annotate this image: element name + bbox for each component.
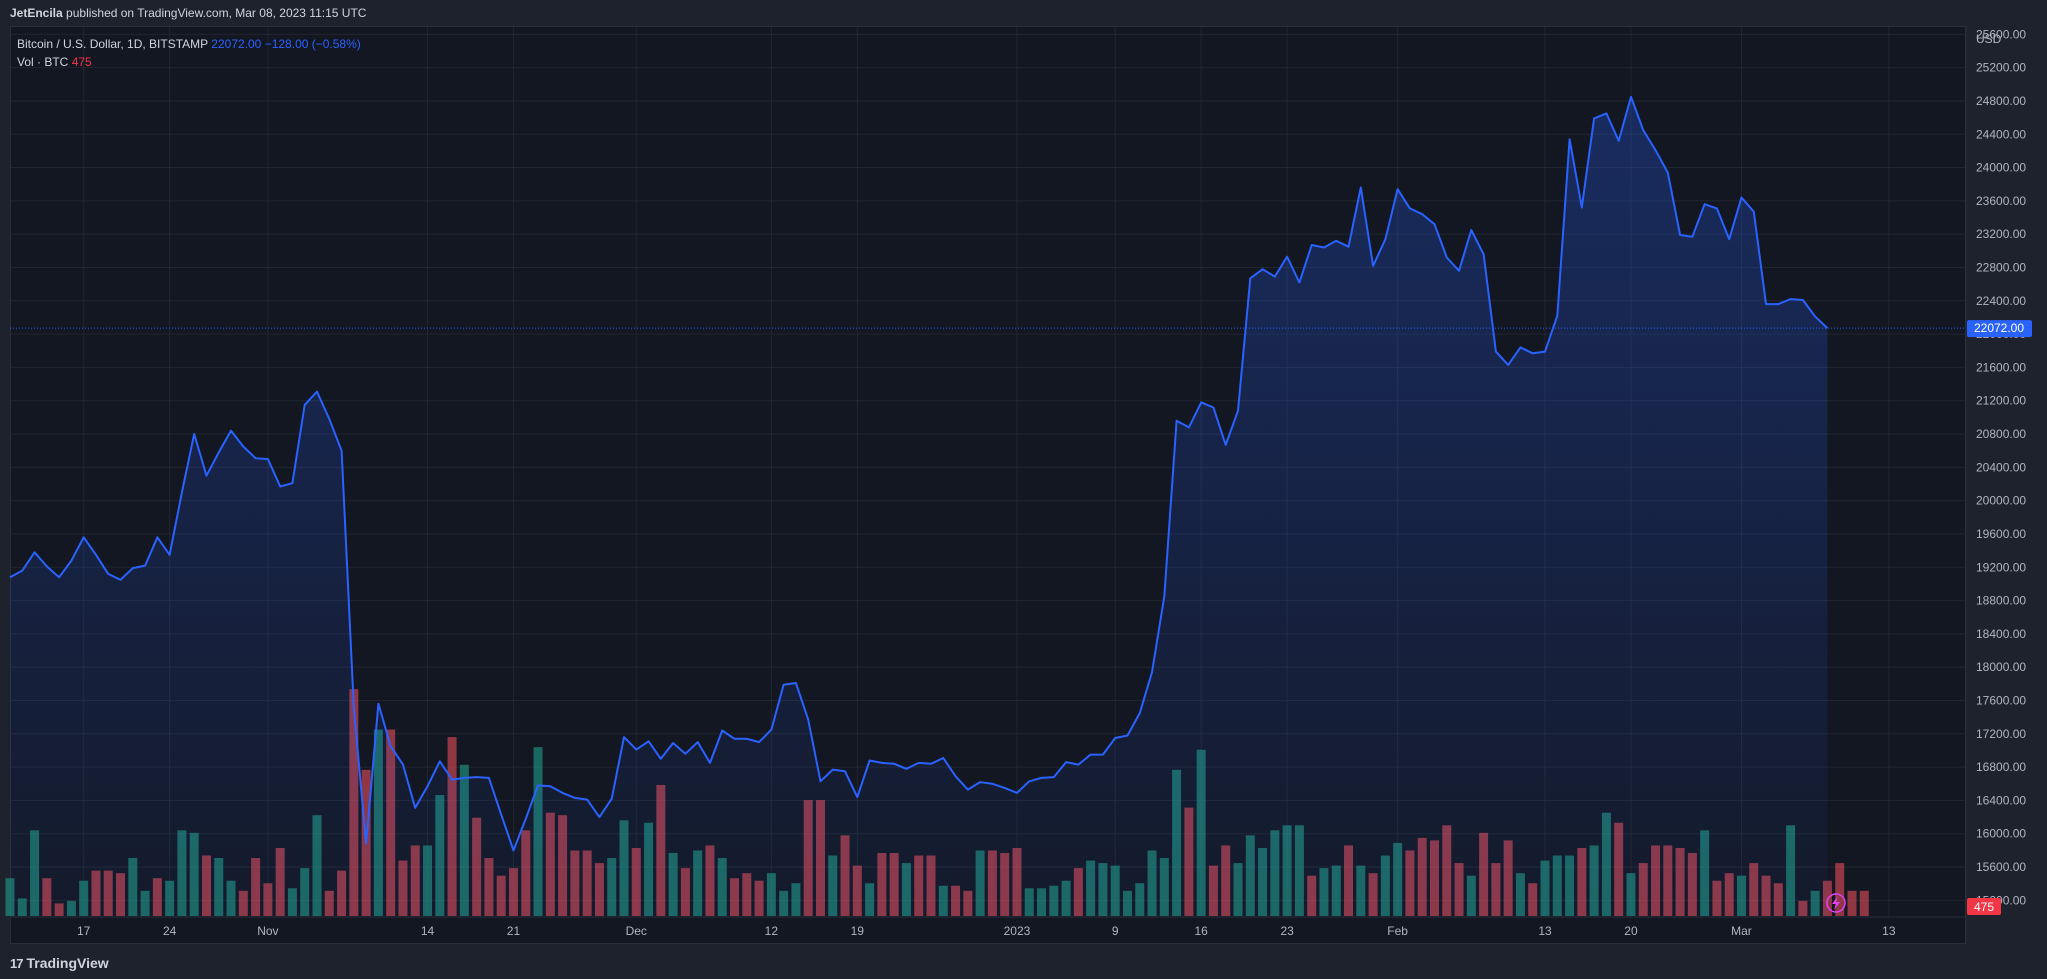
y-tick-label: 19600.00 (1976, 527, 2026, 541)
y-tick-label: 17600.00 (1976, 693, 2026, 707)
volume-bar (1835, 863, 1845, 916)
y-tick-label: 22400.00 (1976, 294, 2026, 308)
last-price-badge (1967, 320, 2032, 338)
price-change-value: −128.00 (−0.58%) (264, 37, 361, 51)
axis-badges: 22072.00 475 (1967, 320, 2032, 915)
y-tick-label: 18000.00 (1976, 660, 2026, 674)
x-tick-label: 16 (1194, 924, 1208, 938)
y-tick-label: 25600.00 (1976, 27, 2026, 41)
x-tick-label: 2023 (1004, 924, 1031, 938)
price-area-fill (10, 96, 1828, 918)
y-tick-label: 20000.00 (1976, 494, 2026, 508)
y-tick-label: 17200.00 (1976, 727, 2026, 741)
volume-bar (1859, 890, 1869, 916)
y-tick-label: 21600.00 (1976, 360, 2026, 374)
x-tick-label: Feb (1387, 924, 1408, 938)
y-tick-label: 23600.00 (1976, 194, 2026, 208)
last-volume-badge (1967, 898, 2001, 915)
legend-volume[interactable]: Vol · BTC 475 (17, 53, 361, 71)
x-tick-label: 19 (851, 924, 865, 938)
y-tick-label: 16800.00 (1976, 760, 2026, 774)
y-tick-label: 18800.00 (1976, 594, 2026, 608)
x-tick-label: 17 (77, 924, 91, 938)
publish-header: JetEncila published on TradingView.com, … (10, 6, 366, 20)
price-line (9, 95, 1829, 852)
volume-label: Vol · BTC (17, 55, 69, 69)
y-tick-label: 24800.00 (1976, 94, 2026, 108)
tradingview-logo-icon: 17 (10, 955, 24, 971)
x-tick-label: 20 (1624, 924, 1638, 938)
series-legend: Bitcoin / U.S. Dollar, 1D, BITSTAMP 2207… (17, 35, 361, 71)
y-tick-label: 23200.00 (1976, 227, 2026, 241)
time-axis[interactable]: 17 24 Nov 14 21 Dec 12 19 2023 9 16 23 Feb 13 20 Mar 13 (10, 916, 1966, 938)
y-tick-label: 19200.00 (1976, 560, 2026, 574)
x-tick-label: 13 (1882, 924, 1896, 938)
y-tick-label: 16400.00 (1976, 793, 2026, 807)
x-tick-label: 24 (163, 924, 177, 938)
lightning-icon[interactable] (1826, 893, 1846, 913)
publish-info: published on TradingView.com, Mar 08, 20… (66, 6, 367, 20)
x-tick-label: 23 (1280, 924, 1294, 938)
x-tick-label: Dec (626, 924, 647, 938)
x-tick-label: Nov (257, 924, 278, 938)
last-price-badge-label: 22072.00 (1974, 321, 2024, 335)
y-tick-label: 22800.00 (1976, 260, 2026, 274)
x-tick-label: 12 (765, 924, 779, 938)
volume-bar (1847, 890, 1857, 916)
y-tick-label: 20400.00 (1976, 460, 2026, 474)
x-tick-label: 13 (1538, 924, 1552, 938)
y-tick-label: 16000.00 (1976, 827, 2026, 841)
x-tick-label: 9 (1112, 924, 1119, 938)
y-tick-label: 21200.00 (1976, 394, 2026, 408)
currency-label: USD (1976, 32, 2002, 46)
y-tick-label: 24400.00 (1976, 127, 2026, 141)
y-tick-label: 24000.00 (1976, 161, 2026, 175)
legend-main-series[interactable]: Bitcoin / U.S. Dollar, 1D, BITSTAMP 2207… (17, 35, 361, 53)
tradingview-footer[interactable]: 17 TradingView (10, 955, 109, 971)
symbol-title: Bitcoin / U.S. Dollar, 1D, BITSTAMP (17, 37, 208, 51)
x-tick-label: 21 (507, 924, 521, 938)
x-tick-label: Mar (1731, 924, 1752, 938)
volume-value: 475 (71, 55, 92, 69)
y-tick-label: 18400.00 (1976, 627, 2026, 641)
brand-name: TradingView (26, 955, 109, 971)
y-tick-label: 15600.00 (1976, 860, 2026, 874)
y-tick-label: 20800.00 (1976, 427, 2026, 441)
last-volume-badge-label: 475 (1974, 900, 1994, 914)
y-tick-label: 25200.00 (1976, 61, 2026, 75)
last-price-value: 22072.00 (211, 37, 262, 51)
x-tick-label: 14 (421, 924, 435, 938)
author-name[interactable]: JetEncila (10, 6, 63, 20)
